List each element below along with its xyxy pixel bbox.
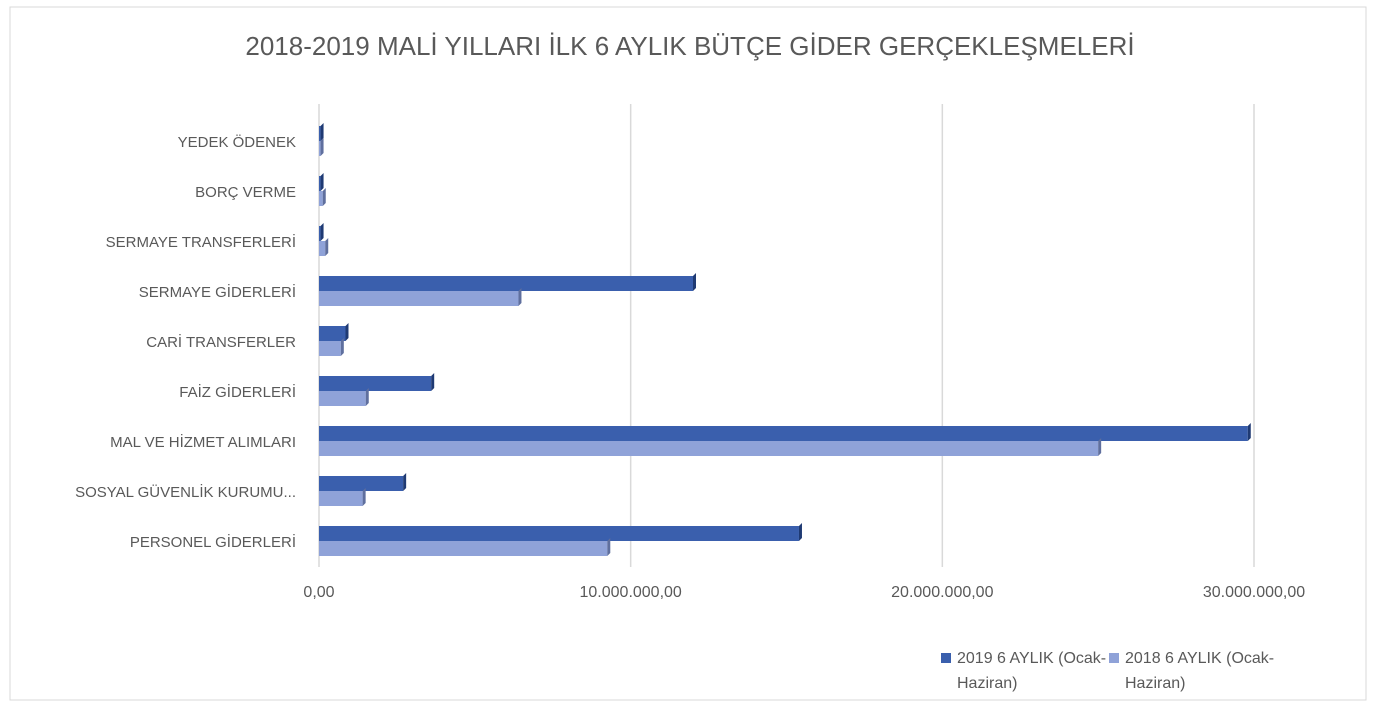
legend-swatch <box>941 653 951 663</box>
y-tick-label: SOSYAL GÜVENLİK KURUMU... <box>75 483 296 501</box>
bar <box>319 476 404 491</box>
bar-side <box>320 123 324 141</box>
bar <box>319 191 323 206</box>
legend-entry: 2018 6 AYLIK (Ocak-Haziran) <box>1109 646 1275 696</box>
bar <box>319 276 693 291</box>
chart-border <box>9 6 1367 701</box>
bar-side <box>365 388 369 406</box>
bar <box>319 341 341 356</box>
bar <box>319 541 608 556</box>
y-tick-label: SERMAYE GİDERLERİ <box>139 283 296 301</box>
legend-entry: 2019 6 AYLIK (Ocak-Haziran) <box>941 646 1107 696</box>
bar <box>319 426 1248 441</box>
x-tick-label: 20.000.000,00 <box>891 584 993 601</box>
y-tick-label: YEDEK ÖDENEK <box>178 133 296 151</box>
bar <box>319 491 363 506</box>
bar <box>319 176 321 191</box>
bar <box>319 391 366 406</box>
bar <box>319 441 1099 456</box>
y-tick-label: PERSONEL GİDERLERİ <box>130 533 296 551</box>
x-tick-label: 30.000.000,00 <box>1203 584 1305 601</box>
bar <box>319 126 321 141</box>
bar <box>319 291 519 306</box>
bar-side <box>693 273 696 291</box>
bar-side <box>1098 438 1102 456</box>
bar <box>319 376 432 391</box>
bar-side <box>325 238 329 256</box>
bar-side <box>518 288 522 306</box>
bar <box>319 326 346 341</box>
bar-side <box>320 138 324 156</box>
y-tick-label: MAL VE HİZMET ALIMLARI <box>110 433 296 451</box>
bar-side <box>403 473 407 491</box>
bar <box>319 141 321 156</box>
legend-label: 2019 6 AYLIK (Ocak-Haziran) <box>957 650 1107 692</box>
bar-side <box>340 338 344 356</box>
bar-side <box>345 323 349 341</box>
bar <box>319 226 321 241</box>
bar-side <box>798 523 802 541</box>
bar-side <box>322 188 326 206</box>
bar <box>319 241 326 256</box>
bar-side <box>320 173 324 191</box>
y-tick-label: BORÇ VERME <box>195 184 296 201</box>
y-tick-label: SERMAYE TRANSFERLERİ <box>106 233 296 251</box>
bar-side <box>362 488 366 506</box>
bar-side <box>1247 423 1251 441</box>
bar-side <box>607 538 611 556</box>
bar <box>319 526 799 541</box>
bar-side <box>431 373 435 391</box>
bar-side <box>320 223 324 241</box>
y-tick-label: FAİZ GİDERLERİ <box>179 383 296 401</box>
legend-label: 2018 6 AYLIK (Ocak-Haziran) <box>1125 650 1275 692</box>
legend-swatch <box>1109 653 1119 663</box>
y-tick-label: CARİ TRANSFERLER <box>146 333 296 351</box>
chart-title: 2018-2019 MALİ YILLARI İLK 6 AYLIK BÜTÇE… <box>245 31 1134 61</box>
x-tick-label: 10.000.000,00 <box>580 584 682 601</box>
x-tick-label: 0,00 <box>303 584 334 601</box>
